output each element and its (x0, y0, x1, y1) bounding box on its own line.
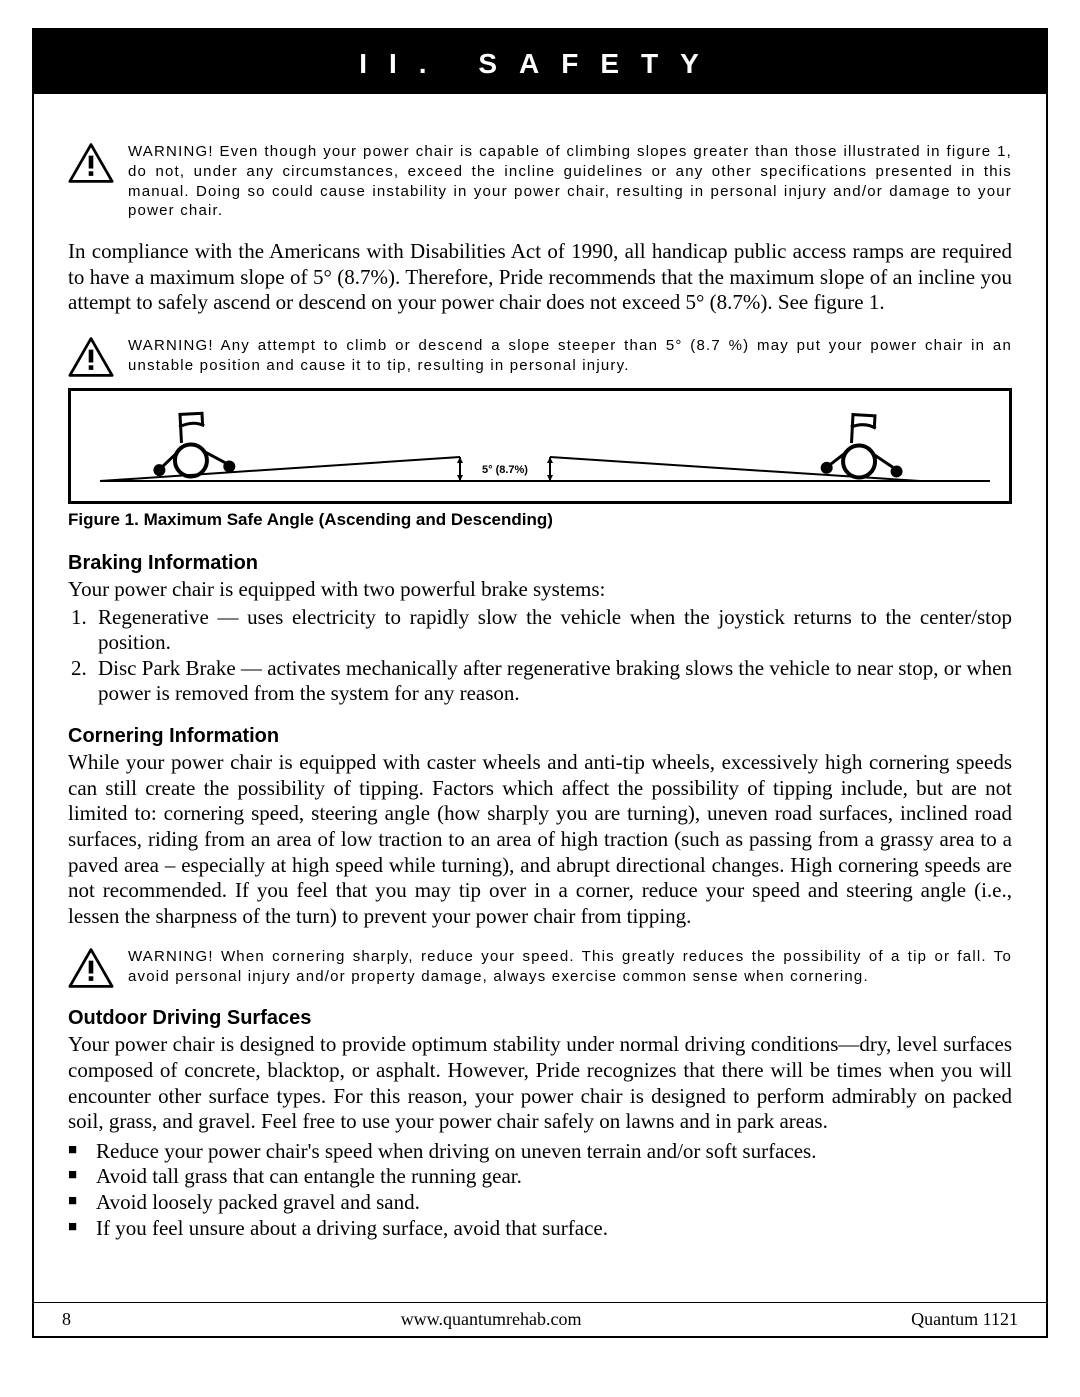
list-item: Reduce your power chair's speed when dri… (68, 1139, 1012, 1165)
braking-intro: Your power chair is equipped with two po… (68, 577, 1012, 603)
page-frame: II. SAFETY WARNING! Even though your pow… (32, 28, 1048, 1338)
cornering-paragraph: While your power chair is equipped with … (68, 750, 1012, 929)
section-header: II. SAFETY (34, 30, 1046, 94)
warning-3: WARNING! When cornering sharply, reduce … (68, 947, 1012, 989)
warning-2: WARNING! Any attempt to climb or descend… (68, 336, 1012, 378)
page-footer: 8 www.quantumrehab.com Quantum 1121 (34, 1302, 1046, 1336)
heading-cornering: Cornering Information (68, 725, 1012, 748)
braking-list: Regenerative — uses electricity to rapid… (68, 605, 1012, 707)
warning-icon (68, 336, 114, 378)
warning-icon (68, 947, 114, 989)
list-item: If you feel unsure about a driving surfa… (68, 1216, 1012, 1242)
footer-url: www.quantumrehab.com (71, 1309, 911, 1330)
heading-braking: Braking Information (68, 552, 1012, 575)
warning-icon (68, 142, 114, 184)
compliance-paragraph: In compliance with the Americans with Di… (68, 239, 1012, 316)
list-item: Regenerative — uses electricity to rapid… (92, 605, 1012, 656)
outdoor-list: Reduce your power chair's speed when dri… (68, 1139, 1012, 1241)
warning-text: WARNING! When cornering sharply, reduce … (128, 947, 1012, 987)
heading-outdoor: Outdoor Driving Surfaces (68, 1007, 1012, 1030)
list-item: Disc Park Brake — activates mechanically… (92, 656, 1012, 707)
page-number: 8 (62, 1309, 71, 1330)
warning-text: WARNING! Even though your power chair is… (128, 142, 1012, 221)
list-item: Avoid loosely packed gravel and sand. (68, 1190, 1012, 1216)
outdoor-paragraph: Your power chair is designed to provide … (68, 1032, 1012, 1134)
angle-label: 5° (8.7%) (482, 464, 528, 476)
figure-1-box: 5° (8.7%) (68, 388, 1012, 504)
figure-caption: Figure 1. Maximum Safe Angle (Ascending … (68, 510, 1012, 530)
list-item: Avoid tall grass that can entangle the r… (68, 1164, 1012, 1190)
footer-model: Quantum 1121 (911, 1309, 1018, 1330)
slope-diagram: 5° (8.7%) (79, 403, 1001, 495)
warning-text: WARNING! Any attempt to climb or descend… (128, 336, 1012, 376)
warning-1: WARNING! Even though your power chair is… (68, 142, 1012, 221)
page-content: WARNING! Even though your power chair is… (34, 94, 1046, 1241)
